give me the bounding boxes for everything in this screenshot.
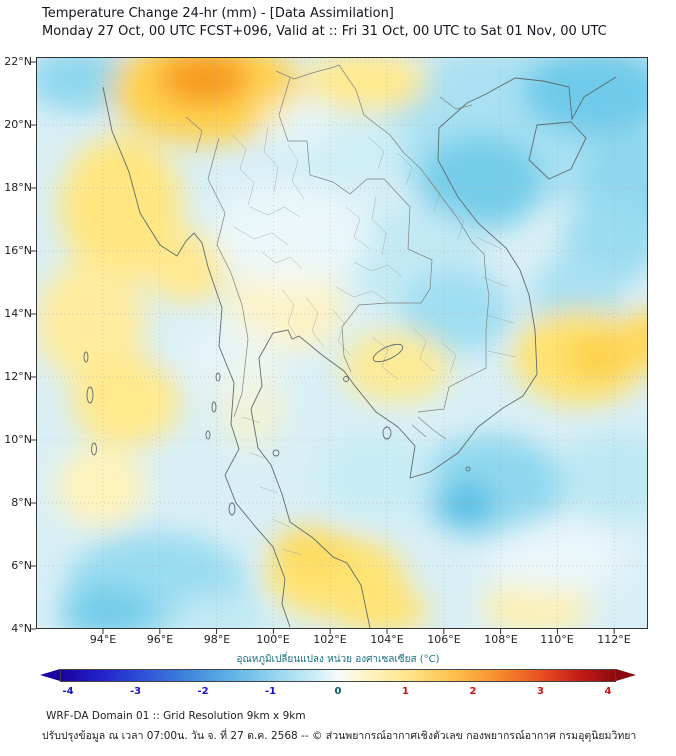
lon-tick-label: 110°E bbox=[540, 633, 574, 646]
colorbar-tick-label: -1 bbox=[264, 686, 277, 697]
lat-tick-label: 18°N bbox=[4, 181, 32, 194]
colorbar-tick-label: -3 bbox=[129, 686, 142, 697]
map-plot-area bbox=[31, 57, 648, 634]
colorbar-tick-label: -4 bbox=[62, 686, 74, 697]
temperature-field bbox=[36, 57, 648, 629]
hainan-island bbox=[528, 121, 587, 180]
lat-tick-label: 6°N bbox=[11, 559, 32, 572]
lat-tick-label: 4°N bbox=[11, 622, 32, 635]
colorbar-ticks: -4 -3 -2 -1 0 1 2 3 4 bbox=[40, 686, 636, 700]
country-borders bbox=[185, 64, 490, 440]
colorbar-right-arrow-icon bbox=[616, 669, 636, 681]
lat-tick-label: 22°N bbox=[4, 55, 32, 68]
lon-tick-label: 106°E bbox=[427, 633, 461, 646]
lon-tick-label: 100°E bbox=[256, 633, 290, 646]
tonle-sap-lake bbox=[372, 343, 404, 363]
footer-update-info: ปรับปรุงข้อมูล ณ เวลา 07:00น. วัน จ. ที่… bbox=[42, 730, 637, 742]
colorbar-tick-label: -2 bbox=[197, 686, 209, 697]
footer-model-info: WRF-DA Domain 01 :: Grid Resolution 9km … bbox=[46, 710, 306, 722]
lon-tick-label: 98°E bbox=[203, 633, 231, 646]
colorbar-tick-label: 4 bbox=[604, 686, 612, 697]
province-borders bbox=[231, 126, 517, 556]
lon-tick-label: 96°E bbox=[146, 633, 174, 646]
colorbar-left-arrow-icon bbox=[40, 669, 60, 681]
lon-tick-label: 94°E bbox=[89, 633, 117, 646]
lat-tick-label: 14°N bbox=[4, 307, 32, 320]
page-subtitle: Monday 27 Oct, 00 UTC FCST+096, Valid at… bbox=[42, 24, 607, 39]
lon-tick-label: 112°E bbox=[597, 633, 631, 646]
lat-tick-label: 8°N bbox=[11, 496, 32, 509]
colorbar-label: อุณหภูมิเปลี่ยนแปลง หน่วย องศาเซลเซียส (… bbox=[236, 654, 440, 665]
colorbar-tick-label: 2 bbox=[469, 686, 477, 697]
page-title: Temperature Change 24-hr (mm) - [Data As… bbox=[42, 6, 394, 21]
map-frame bbox=[36, 57, 648, 629]
lat-tick-label: 20°N bbox=[4, 118, 32, 131]
colorbar-gradient bbox=[60, 669, 616, 682]
axis-ticks bbox=[31, 61, 615, 634]
lon-tick-label: 102°E bbox=[313, 633, 347, 646]
coastlines bbox=[83, 76, 617, 629]
lat-tick-label: 12°N bbox=[4, 370, 32, 383]
colorbar bbox=[40, 669, 636, 682]
lat-tick-label: 16°N bbox=[4, 244, 32, 257]
map-plot bbox=[31, 57, 648, 634]
gridlines bbox=[36, 57, 648, 629]
colorbar-tick-label: 1 bbox=[402, 686, 409, 697]
colorbar-tick-label: 3 bbox=[537, 686, 544, 697]
lat-tick-label: 10°N bbox=[4, 433, 32, 446]
colorbar-tick-label: 0 bbox=[334, 686, 342, 697]
geography-layer bbox=[83, 64, 617, 629]
lon-tick-label: 108°E bbox=[484, 633, 518, 646]
lon-tick-label: 104°E bbox=[370, 633, 404, 646]
